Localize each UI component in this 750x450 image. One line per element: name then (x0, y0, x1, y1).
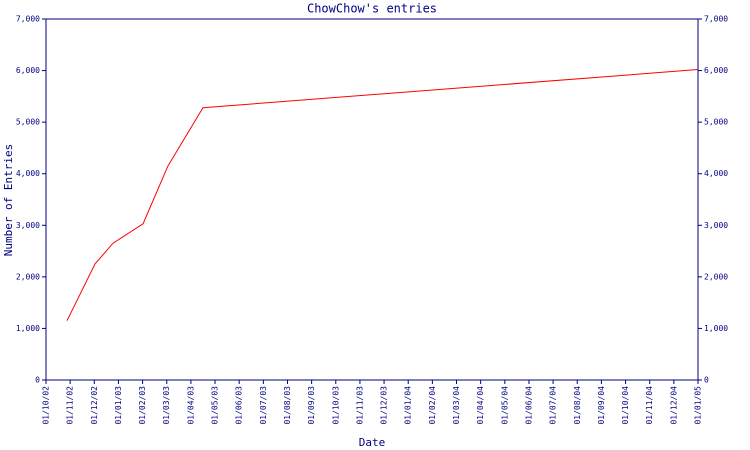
x-tick-label: 01/06/03 (235, 386, 244, 425)
y-tick-label: 5,000 (16, 118, 40, 127)
y2-tick-label: 4,000 (704, 169, 728, 178)
x-tick-label: 01/01/03 (114, 386, 123, 425)
x-tick-label: 01/09/03 (307, 386, 316, 425)
y2-tick-label: 3,000 (704, 221, 728, 230)
x-tick-label: 01/10/02 (42, 386, 51, 425)
x-tick-label: 01/11/03 (355, 386, 364, 425)
y-tick-label: 2,000 (16, 272, 40, 281)
x-tick-label: 01/09/04 (597, 386, 606, 425)
x-tick-label: 01/04/04 (476, 386, 485, 425)
x-tick-label: 01/01/04 (404, 386, 413, 425)
y2-tick-label: 7,000 (704, 15, 728, 24)
x-tick-label: 01/02/04 (428, 386, 437, 425)
x-tick-label: 01/03/04 (452, 386, 461, 425)
y2-tick-label: 0 (704, 376, 709, 385)
x-tick-label: 01/08/03 (283, 386, 292, 425)
x-tick-label: 01/10/04 (621, 386, 630, 425)
y-tick-label: 0 (35, 376, 40, 385)
data-line (66, 69, 699, 321)
y2-tick-label: 2,000 (704, 272, 728, 281)
y-axis-label: Number of Entries (2, 144, 15, 257)
x-axis-label: Date (359, 436, 386, 449)
y-tick-label: 7,000 (16, 15, 40, 24)
x-tick-label: 01/08/04 (573, 386, 582, 425)
plot-frame (45, 18, 699, 381)
y-tick-label: 6,000 (16, 66, 40, 75)
x-tick-label: 01/03/03 (162, 386, 171, 425)
x-tick-label: 01/05/04 (500, 386, 509, 425)
y-tick-label: 3,000 (16, 221, 40, 230)
y-tick-label: 4,000 (16, 169, 40, 178)
x-tick-label: 01/11/02 (66, 386, 75, 425)
x-tick-label: 01/04/03 (186, 386, 195, 425)
x-tick-label: 01/02/03 (138, 386, 147, 425)
y2-tick-label: 6,000 (704, 66, 728, 75)
x-tick-label: 01/05/03 (211, 386, 220, 425)
y-tick-label: 1,000 (16, 324, 40, 333)
y2-tick-label: 1,000 (704, 324, 728, 333)
chart-title: ChowChow's entries (307, 2, 437, 16)
x-tick-label: 01/11/04 (645, 386, 654, 425)
x-tick-label: 01/06/04 (524, 386, 533, 425)
x-tick-label: 01/07/04 (549, 386, 558, 425)
x-tick-label: 01/12/02 (90, 386, 99, 425)
x-tick-label: 01/01/05 (694, 386, 703, 425)
x-tick-label: 01/10/03 (331, 386, 340, 425)
x-tick-label: 01/12/03 (380, 386, 389, 425)
x-tick-label: 01/12/04 (669, 386, 678, 425)
x-tick-label: 01/07/03 (259, 386, 268, 425)
y2-tick-label: 5,000 (704, 118, 728, 127)
